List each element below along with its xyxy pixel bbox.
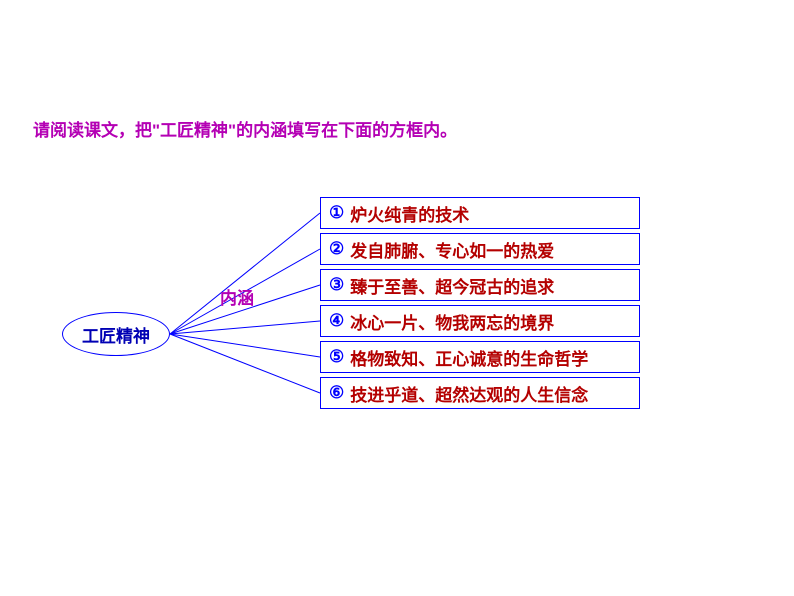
item-text: 格物致知、正心诚意的生命哲学 xyxy=(350,345,588,370)
item-box: ③ 臻于至善、超今冠古的追求 xyxy=(320,269,640,301)
item-number: ① xyxy=(329,203,344,223)
item-text: 炉火纯青的技术 xyxy=(350,201,469,226)
item-number: ⑥ xyxy=(329,383,344,403)
item-number: ③ xyxy=(329,275,344,295)
connotation-label: 内涵 xyxy=(220,284,254,309)
item-box: ② 发自肺腑、专心如一的热爱 xyxy=(320,233,640,265)
root-ellipse: 工匠精神 xyxy=(62,312,170,356)
item-box: ④ 冰心一片、物我两忘的境界 xyxy=(320,305,640,337)
item-number: ② xyxy=(329,239,344,259)
item-number: ⑤ xyxy=(329,347,344,367)
item-box: ① 炉火纯青的技术 xyxy=(320,197,640,229)
item-box: ⑥ 技进乎道、超然达观的人生信念 xyxy=(320,377,640,409)
item-box: ⑤ 格物致知、正心诚意的生命哲学 xyxy=(320,341,640,373)
item-number: ④ xyxy=(329,311,344,331)
item-text: 臻于至善、超今冠古的追求 xyxy=(350,273,554,298)
item-text: 技进乎道、超然达观的人生信念 xyxy=(350,381,588,406)
item-text: 发自肺腑、专心如一的热爱 xyxy=(350,237,554,262)
instruction-text: 请阅读课文，把"工匠精神"的内涵填写在下面的方框内。 xyxy=(33,116,457,141)
item-text: 冰心一片、物我两忘的境界 xyxy=(350,309,554,334)
root-label: 工匠精神 xyxy=(82,322,150,347)
